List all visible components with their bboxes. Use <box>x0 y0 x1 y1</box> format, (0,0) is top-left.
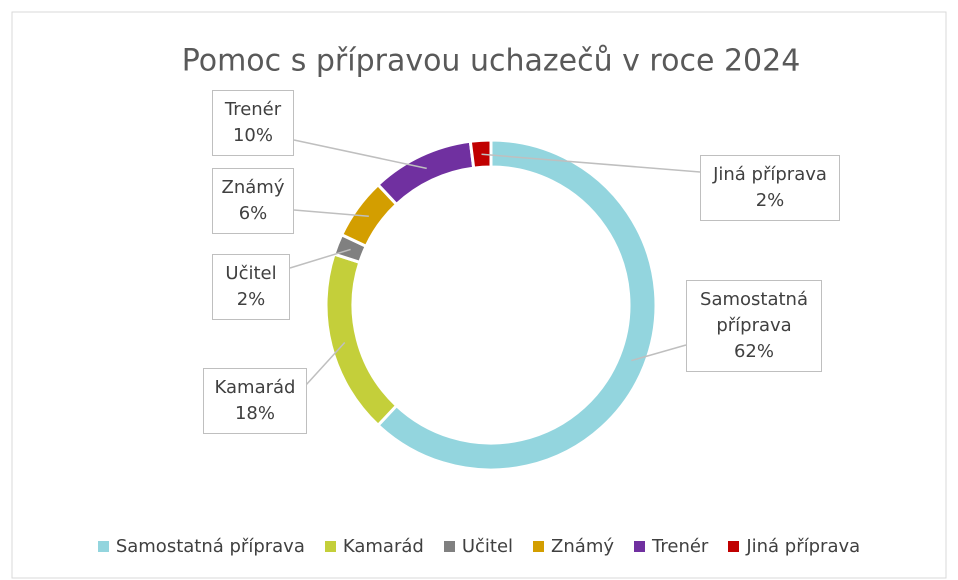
leader-line <box>631 344 687 362</box>
legend-item: Trenér <box>634 536 708 557</box>
data-label-value: 2% <box>236 289 266 310</box>
data-label-category: Známý <box>221 177 285 198</box>
data-label: Učitel 2% <box>212 254 290 320</box>
legend-item: Kamarád <box>324 536 424 557</box>
legend-swatch <box>324 541 336 552</box>
data-label: Známý 6% <box>212 168 294 234</box>
legend-item: Známý <box>533 536 614 557</box>
legend-label: Trenér <box>652 536 709 557</box>
legend-label: Učitel <box>461 536 514 557</box>
data-label-category: Samostatná příprava <box>700 289 808 336</box>
leader-line <box>289 248 351 269</box>
data-label-category: Jiná příprava <box>713 164 827 185</box>
data-label: Kamarád 18% <box>203 368 307 434</box>
legend-swatch <box>728 541 740 552</box>
data-label-category: Trenér <box>224 99 282 120</box>
legend-label: Kamarád <box>342 536 424 557</box>
leader-line <box>293 209 369 217</box>
donut-segment <box>375 138 658 472</box>
leader-line <box>481 153 701 173</box>
donut-segment <box>468 138 493 170</box>
data-label: Samostatná příprava 62% <box>686 280 822 372</box>
data-label-category: Učitel <box>225 263 277 284</box>
legend-swatch <box>97 541 109 552</box>
data-label-value: 18% <box>234 403 275 424</box>
chart-title: Pomoc s přípravou uchazečů v roce 2024 <box>182 44 801 79</box>
leader-line <box>305 342 346 386</box>
data-label-value: 62% <box>733 341 774 362</box>
legend-swatch <box>443 541 455 552</box>
data-label-value: 10% <box>232 125 273 146</box>
legend-label: Jiná příprava <box>746 536 861 557</box>
legend-label: Známý <box>551 536 615 557</box>
legend-swatch <box>634 541 646 552</box>
data-label-value: 6% <box>238 203 268 224</box>
data-label-category: Kamarád <box>214 377 296 398</box>
legend-label: Samostatná příprava <box>115 536 305 557</box>
leader-line <box>293 139 427 170</box>
legend-item: Samostatná příprava <box>97 536 305 557</box>
legend: Samostatná příprava Kamarád Učitel Známý Tre… <box>0 536 958 557</box>
data-label-value: 2% <box>755 190 785 211</box>
legend-item: Učitel <box>443 536 514 557</box>
legend-swatch <box>533 541 545 552</box>
legend-item: Jiná příprava <box>728 536 860 557</box>
data-label: Jiná příprava 2% <box>700 155 840 221</box>
data-label: Trenér 10% <box>212 90 294 156</box>
